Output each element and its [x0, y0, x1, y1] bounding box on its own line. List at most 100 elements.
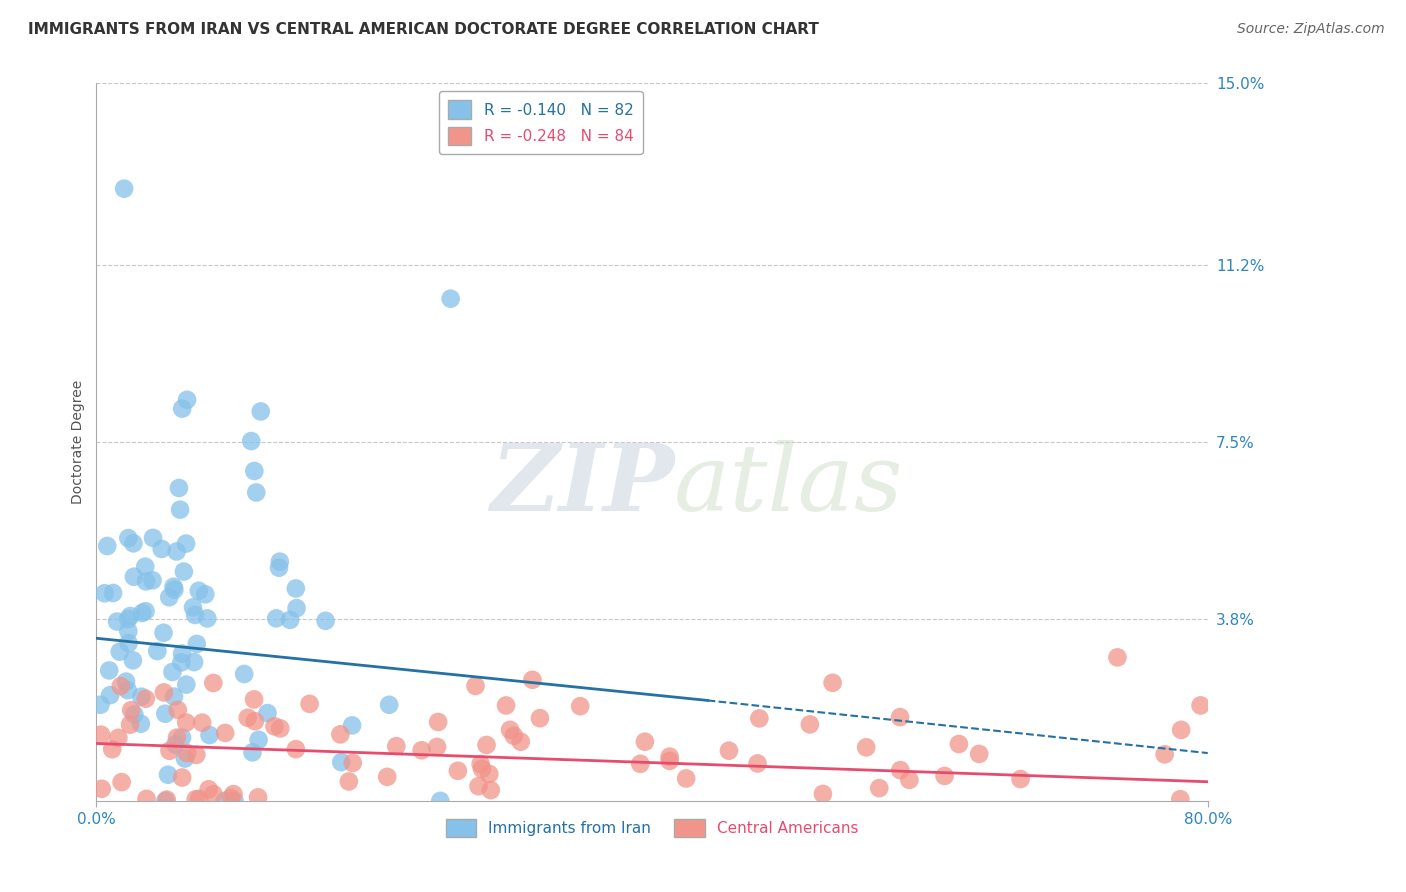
Point: [342, 756, 364, 770]
Point: [868, 781, 890, 796]
Point: [110, 679, 132, 693]
Text: ZIP: ZIP: [491, 441, 675, 530]
Point: [163, 690, 186, 704]
Point: [479, 783, 502, 797]
Point: [243, 692, 266, 706]
Point: [162, 580, 184, 594]
Point: [163, 582, 186, 597]
Point: [156, 792, 179, 806]
Point: [90, 781, 112, 796]
Point: [898, 772, 921, 787]
Point: [118, 717, 141, 731]
Point: [214, 726, 236, 740]
Point: [108, 645, 131, 659]
Point: [799, 717, 821, 731]
Point: [502, 729, 524, 743]
Point: [135, 574, 157, 589]
Point: [120, 609, 142, 624]
Point: [122, 653, 145, 667]
Point: [249, 404, 271, 418]
Point: [197, 782, 219, 797]
Point: [529, 711, 551, 725]
Point: [889, 710, 911, 724]
Point: [101, 586, 124, 600]
Point: [298, 697, 321, 711]
Point: [375, 770, 398, 784]
Point: [256, 706, 278, 720]
Legend: Immigrants from Iran, Central Americans: Immigrants from Iran, Central Americans: [440, 813, 865, 844]
Point: [107, 731, 129, 745]
Point: [166, 544, 188, 558]
Point: [135, 691, 157, 706]
Point: [285, 601, 308, 615]
Point: [188, 792, 211, 806]
Point: [90, 728, 112, 742]
Point: [675, 772, 697, 786]
Point: [170, 656, 193, 670]
Point: [470, 756, 492, 771]
Point: [329, 727, 352, 741]
Point: [1010, 772, 1032, 786]
Point: [658, 749, 681, 764]
Point: [495, 698, 517, 713]
Point: [243, 464, 266, 478]
Point: [821, 675, 844, 690]
Point: [170, 731, 193, 745]
Point: [162, 665, 184, 679]
Point: [426, 739, 449, 754]
Point: [166, 703, 188, 717]
Point: [172, 647, 194, 661]
Point: [1168, 792, 1191, 806]
Point: [122, 536, 145, 550]
Point: [748, 711, 770, 725]
Point: [131, 606, 153, 620]
Point: [141, 574, 163, 588]
Point: [747, 756, 769, 771]
Point: [934, 769, 956, 783]
Point: [634, 735, 657, 749]
Point: [202, 787, 225, 801]
Point: [522, 673, 544, 687]
Point: [264, 611, 287, 625]
Point: [198, 728, 221, 742]
Point: [173, 565, 195, 579]
Point: [245, 485, 267, 500]
Point: [117, 636, 139, 650]
Point: [236, 711, 259, 725]
Point: [98, 664, 121, 678]
Point: [142, 531, 165, 545]
Point: [135, 792, 157, 806]
Point: [167, 481, 190, 495]
Point: [176, 746, 198, 760]
Point: [172, 771, 194, 785]
Point: [475, 738, 498, 752]
Point: [117, 531, 139, 545]
Point: [115, 674, 138, 689]
Point: [330, 755, 353, 769]
Point: [184, 792, 207, 806]
Point: [284, 582, 307, 596]
Point: [569, 699, 592, 714]
Point: [93, 586, 115, 600]
Point: [105, 615, 128, 629]
Point: [471, 762, 494, 776]
Point: [184, 607, 207, 622]
Point: [263, 719, 285, 733]
Point: [269, 555, 291, 569]
Point: [219, 791, 242, 805]
Point: [89, 698, 111, 712]
Point: [1107, 650, 1129, 665]
Point: [155, 706, 177, 721]
Point: [315, 614, 337, 628]
Point: [150, 541, 173, 556]
Point: [202, 676, 225, 690]
Point: [129, 716, 152, 731]
Point: [176, 392, 198, 407]
Point: [948, 737, 970, 751]
Point: [157, 591, 180, 605]
Point: [222, 787, 245, 801]
Point: [174, 536, 197, 550]
Point: [159, 744, 181, 758]
Point: [191, 715, 214, 730]
Point: [134, 559, 156, 574]
